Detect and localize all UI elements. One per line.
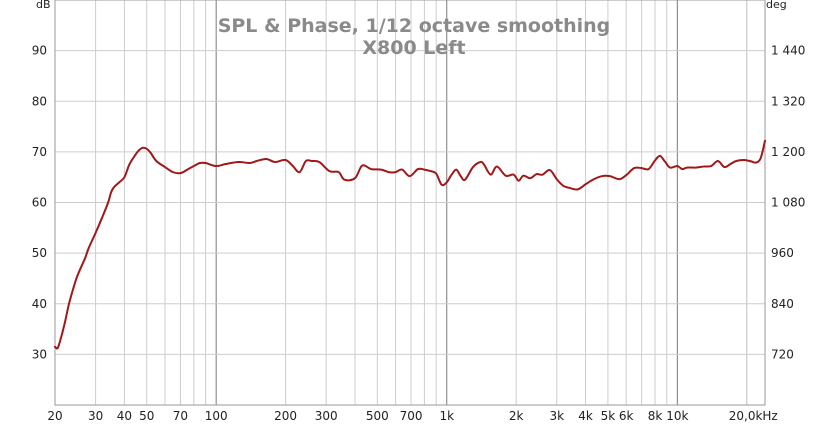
x-tick-label: 5k	[601, 409, 616, 423]
x-tick-label: 3k	[549, 409, 564, 423]
chart-title: SPL & Phase, 1/12 octave smoothing	[218, 15, 611, 37]
x-tick-label: 20,0kHz	[729, 409, 778, 423]
y2-tick-label: 840	[771, 297, 794, 311]
y2-tick-label: 1 440	[771, 44, 805, 58]
spl-series-line	[54, 139, 766, 350]
chart-subtitle: X800 Left	[362, 37, 465, 59]
y-tick-label: 30	[32, 347, 47, 361]
y2-tick-label: 720	[771, 347, 794, 361]
x-tick-label: 100	[205, 409, 228, 423]
y2-tick-label: 960	[771, 246, 794, 260]
x-tick-label: 2k	[509, 409, 524, 423]
y2-tick-label: 1 200	[771, 145, 805, 159]
series-group	[54, 139, 766, 350]
y-tick-label: 80	[32, 94, 47, 108]
y-tick-label: 40	[32, 297, 47, 311]
x-tick-label: 6k	[619, 409, 634, 423]
x-tick-label: 4k	[578, 409, 593, 423]
y2-tick-label: 1 080	[771, 196, 805, 210]
y-tick-label: 60	[32, 196, 47, 210]
plot-frame	[54, 0, 766, 406]
y-tick-label: 90	[32, 44, 47, 58]
right-axis-unit: deg	[766, 0, 787, 11]
x-tick-label: 20	[47, 409, 62, 423]
x-tick-label: 30	[88, 409, 103, 423]
x-tick-label: 1k	[439, 409, 454, 423]
grid-lines	[55, 0, 765, 405]
x-tick-label: 40	[117, 409, 132, 423]
y2-tick-labels: 720 840 960 1 080 1 200 1 320 1 440	[771, 44, 805, 362]
x-tick-label: 700	[400, 409, 423, 423]
x-tick-labels: 20 30 40 50 70 100 200 300 500 700 1k 2k 3k 4k 5k 6k 8k 1…	[47, 409, 777, 423]
y-tick-labels: 30 40 50 60 70 80 90	[32, 44, 47, 362]
x-tick-label: 50	[139, 409, 154, 423]
x-tick-label: 500	[366, 409, 389, 423]
y-tick-label: 50	[32, 246, 47, 260]
x-tick-label: 10k	[666, 409, 688, 423]
x-tick-label: 8k	[648, 409, 663, 423]
left-axis-unit: dB	[36, 0, 51, 11]
y-tick-label: 70	[32, 145, 47, 159]
x-tick-label: 200	[274, 409, 297, 423]
y2-tick-label: 1 320	[771, 94, 805, 108]
x-tick-label: 70	[173, 409, 188, 423]
x-tick-label: 300	[315, 409, 338, 423]
